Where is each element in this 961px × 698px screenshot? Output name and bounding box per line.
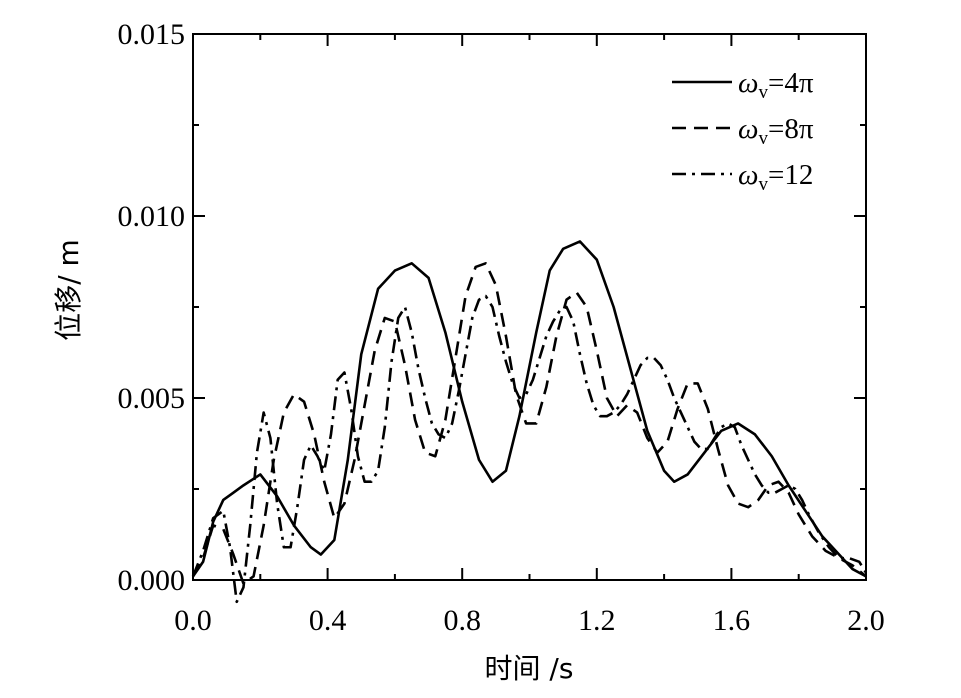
legend-label-3: ωv=12 xyxy=(738,159,813,195)
x-tick-label: 1.2 xyxy=(578,604,616,637)
y-tick-label: 0.015 xyxy=(118,18,186,51)
y-tick-label: 0.005 xyxy=(118,382,186,415)
legend: ωv=4π ωv=8π ωv=12 xyxy=(672,67,814,195)
series-line-1 xyxy=(191,240,867,578)
x-tick-label: 1.6 xyxy=(713,604,751,637)
y-axis-label: 位移/ m xyxy=(52,239,85,341)
legend-label-2: ωv=8π xyxy=(738,113,814,149)
tick-labels: 0.0 0.4 0.8 1.2 1.6 2.0 0.000 0.005 0.010 0.015 xyxy=(118,18,885,637)
x-axis-label: 时间 /s xyxy=(485,652,574,685)
x-tick-label: 0.4 xyxy=(309,604,347,637)
legend-label-1: ωv=4π xyxy=(738,67,814,103)
x-tick-label: 2.0 xyxy=(847,604,885,637)
x-tick-label: 0.8 xyxy=(443,604,481,637)
y-tick-label: 0.000 xyxy=(118,564,186,597)
axis-ticks xyxy=(192,33,867,581)
series-layer xyxy=(191,240,868,604)
y-tick-label: 0.010 xyxy=(118,200,186,233)
series-line-2 xyxy=(191,262,867,585)
plot-frame xyxy=(192,33,867,581)
x-tick-label: 0.0 xyxy=(174,604,212,637)
